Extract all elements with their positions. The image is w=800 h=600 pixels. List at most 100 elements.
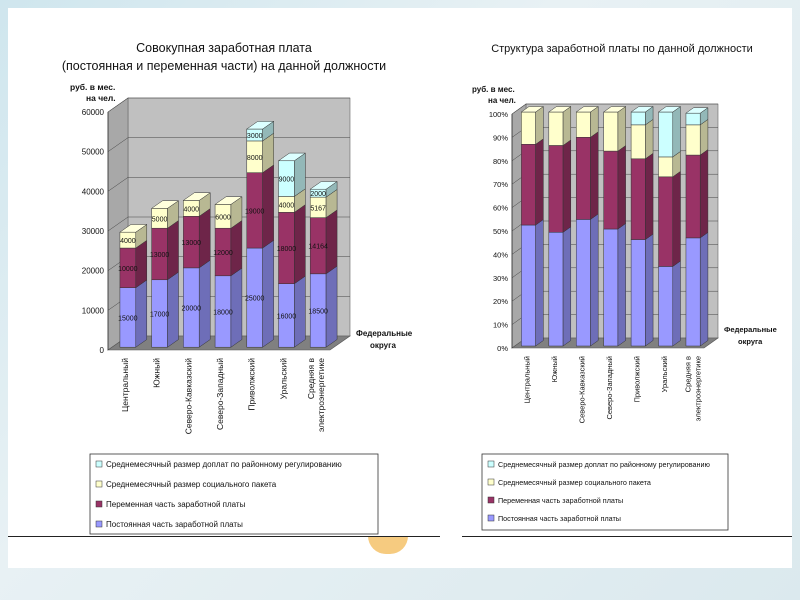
bar-side-variable (672, 170, 681, 267)
y-tick-label: 30% (493, 274, 508, 283)
legend-item-regional: Среднемесячный размер доплат по районном… (498, 460, 710, 469)
category-label: Южный (152, 358, 162, 388)
bar-top (630, 106, 654, 113)
total-salary-chart-svg: Совокупная заработная плата (постоянная … (62, 41, 413, 535)
gridline-side (107, 137, 129, 152)
category-label: электроэнергетике (316, 358, 326, 432)
bar-side-constant (167, 271, 179, 348)
legend-swatch-variable (95, 500, 103, 508)
y-tick-label: 50% (493, 227, 508, 236)
bar-segment-variable (548, 145, 564, 233)
category-label: Уральский (278, 358, 288, 400)
data-label: 18500 (308, 309, 328, 316)
data-label: 8000 (247, 155, 263, 162)
bar-side-constant (198, 259, 211, 348)
bar-side-social (562, 106, 572, 146)
category-label: Средняя в (683, 356, 692, 392)
category-label: Средняя в (306, 358, 316, 400)
data-label: 18000 (277, 246, 297, 253)
bar-segment-social (603, 111, 619, 152)
bar-segment-variable (521, 144, 536, 226)
data-label: 19000 (245, 208, 265, 215)
data-label: 25000 (245, 296, 265, 303)
legend-swatch-constant (487, 514, 495, 522)
gridline-side (107, 97, 129, 113)
bar-side-constant (325, 265, 338, 348)
data-label: 4000 (183, 206, 199, 213)
data-label: 13000 (150, 252, 170, 259)
bar-segment-regional (630, 111, 646, 126)
category-label: Северо-Западный (605, 356, 614, 420)
bar-segment-social (658, 156, 674, 178)
legend-box (89, 453, 379, 535)
bar-side-variable (325, 209, 338, 275)
data-label: 16000 (277, 313, 297, 320)
category-label: Северо-Западный (215, 358, 225, 430)
y-tick-label: 60% (493, 204, 508, 213)
data-label: 9000 (279, 177, 295, 184)
bar-side-variable (535, 138, 544, 226)
bar-top (277, 152, 307, 162)
decorative-shape (368, 536, 408, 554)
bar-side-variable (562, 139, 572, 233)
bar-segment-constant (685, 237, 701, 347)
category-label: Приволжский (247, 358, 257, 411)
bar-side-constant (262, 239, 274, 348)
legend-swatch-regional (487, 460, 495, 468)
y-axis-label-line1: руб. в мес. (472, 85, 515, 94)
data-label: 2000 (310, 191, 326, 198)
slide-lower-band (160, 540, 660, 562)
bar-side-social (617, 106, 626, 152)
bar-top (150, 200, 180, 209)
bar-top (245, 121, 275, 130)
data-label: 20000 (182, 306, 202, 313)
y-tick-label: 20000 (82, 267, 105, 276)
bar-top (309, 181, 338, 190)
legend-swatch-social (95, 480, 103, 488)
legend-swatch-social (487, 478, 495, 486)
category-label: Центральный (120, 358, 130, 412)
y-tick-label: 40% (493, 250, 508, 259)
data-label: 18000 (213, 310, 233, 317)
data-label: 13000 (182, 240, 202, 247)
category-label: Уральский (660, 356, 669, 392)
x-axis-label-line1: Федеральные (356, 329, 413, 338)
bar-segment-social (575, 111, 591, 138)
legend-item-social: Среднемесячный размер социального пакета (106, 480, 277, 489)
legend-swatch-variable (487, 496, 495, 504)
legend-box (481, 453, 729, 531)
category-label: Приволжский (632, 356, 641, 402)
y-tick-label: 80% (493, 157, 508, 166)
data-label: 17000 (150, 311, 170, 318)
bar-side-variable (167, 220, 179, 281)
bar-segment-variable (603, 150, 619, 230)
data-label: 12000 (213, 250, 233, 257)
bar-side-social (699, 118, 709, 156)
bar-top (214, 196, 243, 205)
data-label: 4000 (279, 202, 295, 209)
bar-side-social (645, 118, 654, 160)
bar-side-constant (135, 279, 148, 348)
y-tick-label: 60000 (82, 108, 105, 117)
bar-side-variable (645, 152, 654, 241)
bar-segment-variable (685, 154, 701, 239)
chart-salary-structure: Структура заработной платы по данной дол… (462, 26, 780, 538)
legend: Среднемесячный размер доплат по районном… (481, 453, 729, 531)
bar-top (119, 224, 148, 233)
category-label: Северо-Кавказский (578, 356, 587, 423)
chart-title: Структура заработной платы по данной дол… (491, 43, 753, 55)
bar-top (520, 106, 545, 113)
category-label: Центральный (523, 356, 532, 404)
data-label: 3000 (247, 133, 263, 140)
y-tick-label: 20% (493, 297, 508, 306)
bottom-rule-right (462, 536, 792, 537)
bar-segment-social (521, 111, 536, 145)
bar-side-constant (294, 275, 306, 348)
chart-title-line1: Совокупная заработная плата (136, 41, 312, 55)
bar-side-variable (590, 131, 599, 220)
bar-side-constant (562, 226, 572, 347)
bar-side-constant (645, 233, 654, 347)
bar-side-variable (198, 208, 211, 269)
bar-side-variable (230, 220, 243, 277)
y-tick-label: 90% (493, 133, 508, 142)
